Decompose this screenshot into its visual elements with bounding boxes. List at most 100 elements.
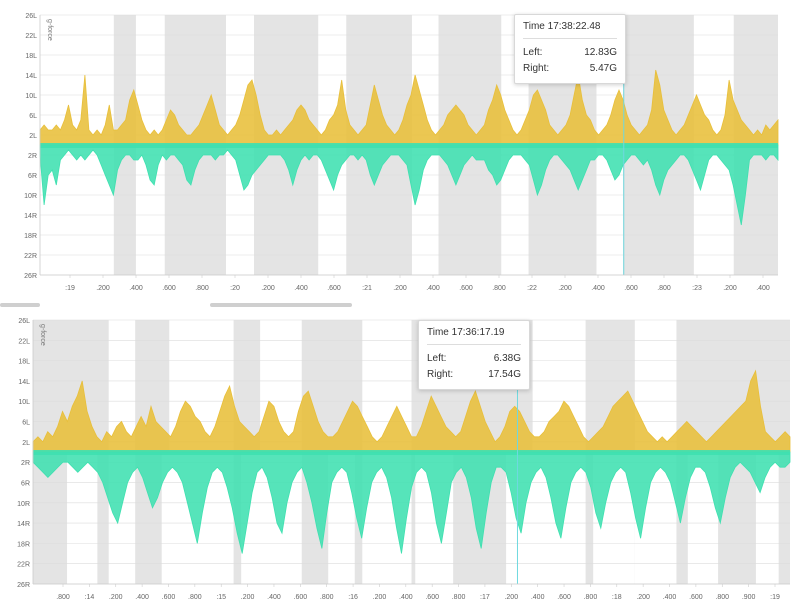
y-tick-label: 18R <box>17 541 30 548</box>
y-tick-label: 6R <box>21 480 30 487</box>
chart-svg-top: 26L 22L 18L 14L 10L 6L 2L 2R 6R 10R 14R 18R 22R 26R g-… <box>24 13 779 292</box>
y-tick-label: 26L <box>25 13 37 20</box>
y-tick-label: 18L <box>18 359 30 366</box>
x-tick-label: .200 <box>636 594 650 601</box>
y-tick-label: 2R <box>21 460 30 467</box>
x-tick-label: .400 <box>591 285 605 292</box>
y-tick-label: 10R <box>17 501 30 508</box>
x-tick-label: .400 <box>129 285 143 292</box>
x-tick-label: :23 <box>692 285 702 292</box>
x-tick-label: .800 <box>320 594 334 601</box>
y-tick-label: 14R <box>24 213 37 220</box>
tooltip-left-row: Left: 6.38G <box>427 351 521 367</box>
tooltip-left-label: Left: <box>427 353 447 364</box>
x-tick-label: .400 <box>294 285 308 292</box>
x-tick-label: :21 <box>362 285 372 292</box>
y-tick-label: 22R <box>17 562 30 569</box>
y-tick-label: 14L <box>18 379 30 386</box>
x-tick-label: :15 <box>216 594 226 601</box>
horizontal-scrollbar-left[interactable] <box>0 303 40 307</box>
horizontal-scrollbar-thumb[interactable] <box>210 303 352 307</box>
y-tick-label: 10L <box>18 399 30 406</box>
series-left-area <box>32 369 791 453</box>
x-tick-label: :18 <box>612 594 622 601</box>
y-tick-label: 26R <box>17 582 30 589</box>
x-tick-label: .600 <box>557 594 571 601</box>
x-tick-label: .200 <box>241 594 255 601</box>
x-tick-label: .400 <box>399 594 413 601</box>
tooltip-left-value: 12.83G <box>584 47 617 58</box>
x-tick-label: .400 <box>135 594 149 601</box>
x-tick-label: .200 <box>109 594 123 601</box>
tooltip-right-label: Right: <box>523 63 550 74</box>
tooltip-left-label: Left: <box>523 47 543 58</box>
y-tick-label: 22L <box>18 338 30 345</box>
y-tick-label: 10R <box>24 193 37 200</box>
x-tick-label: :19 <box>65 285 75 292</box>
zero-band <box>40 143 778 148</box>
tooltip-time-top: Time 17:38:22.48 <box>523 21 617 39</box>
x-tick-label: .200 <box>723 285 737 292</box>
y-tick-label: 6L <box>22 420 30 427</box>
y-tick-label: 6R <box>28 173 37 180</box>
x-tick-label: .400 <box>756 285 770 292</box>
tooltip-right-row: Right: 17.54G <box>427 367 521 383</box>
tooltip-left-value: 6.38G <box>493 353 521 364</box>
x-tick-label: .200 <box>261 285 275 292</box>
x-tick-label: .800 <box>492 285 506 292</box>
tooltip-time-bottom: Time 17:36:17.19 <box>427 327 521 345</box>
tooltip-time-label: Time <box>427 327 449 338</box>
x-tick-label: .800 <box>657 285 671 292</box>
x-tick-label: .800 <box>584 594 598 601</box>
x-tick-label: .600 <box>162 285 176 292</box>
white-drop-band <box>67 452 98 584</box>
series-right-area <box>39 144 779 226</box>
tooltip-left-row: Left: 12.83G <box>523 45 617 61</box>
chart-panel-top: 26L 22L 18L 14L 10L 6L 2L 2R 6R 10R 14R 18R 22R 26R g-… <box>0 0 800 300</box>
y-axis-title: g-force <box>46 19 53 41</box>
x-tick-label: .200 <box>558 285 572 292</box>
x-tick-label: .400 <box>531 594 545 601</box>
chart-panel-bottom: 26L 22L 18L 14L 10L 6L 2L 2R 6R 10R 14R 18R 22R 26R g-… <box>0 312 800 608</box>
x-tick-label: .800 <box>188 594 202 601</box>
tooltip-top: Time 17:38:22.48 Left: 12.83G Right: 5.4… <box>514 14 626 84</box>
x-tick-label: .600 <box>162 594 176 601</box>
tooltip-right-value: 5.47G <box>589 63 617 74</box>
x-tick-label: .800 <box>195 285 209 292</box>
x-tick-label: :14 <box>85 594 95 601</box>
x-tick-label: .800 <box>452 594 466 601</box>
y-tick-label: 10L <box>25 93 37 100</box>
y-tick-label: 26L <box>18 318 30 325</box>
x-tick-label: .400 <box>267 594 281 601</box>
y-tick-label: 6L <box>29 113 37 120</box>
x-tick-label: :17 <box>480 594 490 601</box>
tooltip-right-value: 17.54G <box>488 369 521 380</box>
x-tick-label: :20 <box>230 285 240 292</box>
x-tick-label: .600 <box>624 285 638 292</box>
x-tick-label: .600 <box>294 594 308 601</box>
tooltip-bottom: Time 17:36:17.19 Left: 6.38G Right: 17.5… <box>418 320 530 390</box>
tooltip-time-value: 17:36:17.19 <box>451 327 505 338</box>
x-tick-label: .200 <box>504 594 518 601</box>
x-tick-label: .800 <box>715 594 729 601</box>
x-tick-label: .600 <box>459 285 473 292</box>
y-tick-label: 14R <box>17 521 30 528</box>
y-axis-title: g-force <box>39 324 46 346</box>
tooltip-time-value: 17:38:22.48 <box>547 21 601 32</box>
tooltip-right-row: Right: 5.47G <box>523 61 617 77</box>
y-tick-label: 22L <box>25 33 37 40</box>
y-tick-label: 2L <box>22 440 30 447</box>
x-tick-label: .200 <box>96 285 110 292</box>
x-tick-label: .200 <box>373 594 387 601</box>
x-tick-label: .600 <box>327 285 341 292</box>
x-tick-label: :16 <box>348 594 358 601</box>
y-tick-label: 26R <box>24 273 37 280</box>
tooltip-right-label: Right: <box>427 369 454 380</box>
y-tick-label: 18L <box>25 53 37 60</box>
x-tick-label: .900 <box>742 594 756 601</box>
x-tick-label: :19 <box>770 594 780 601</box>
y-tick-label: 22R <box>24 253 37 260</box>
tooltip-time-label: Time <box>523 21 545 32</box>
series-right-area <box>32 451 791 554</box>
x-tick-label: .800 <box>56 594 70 601</box>
